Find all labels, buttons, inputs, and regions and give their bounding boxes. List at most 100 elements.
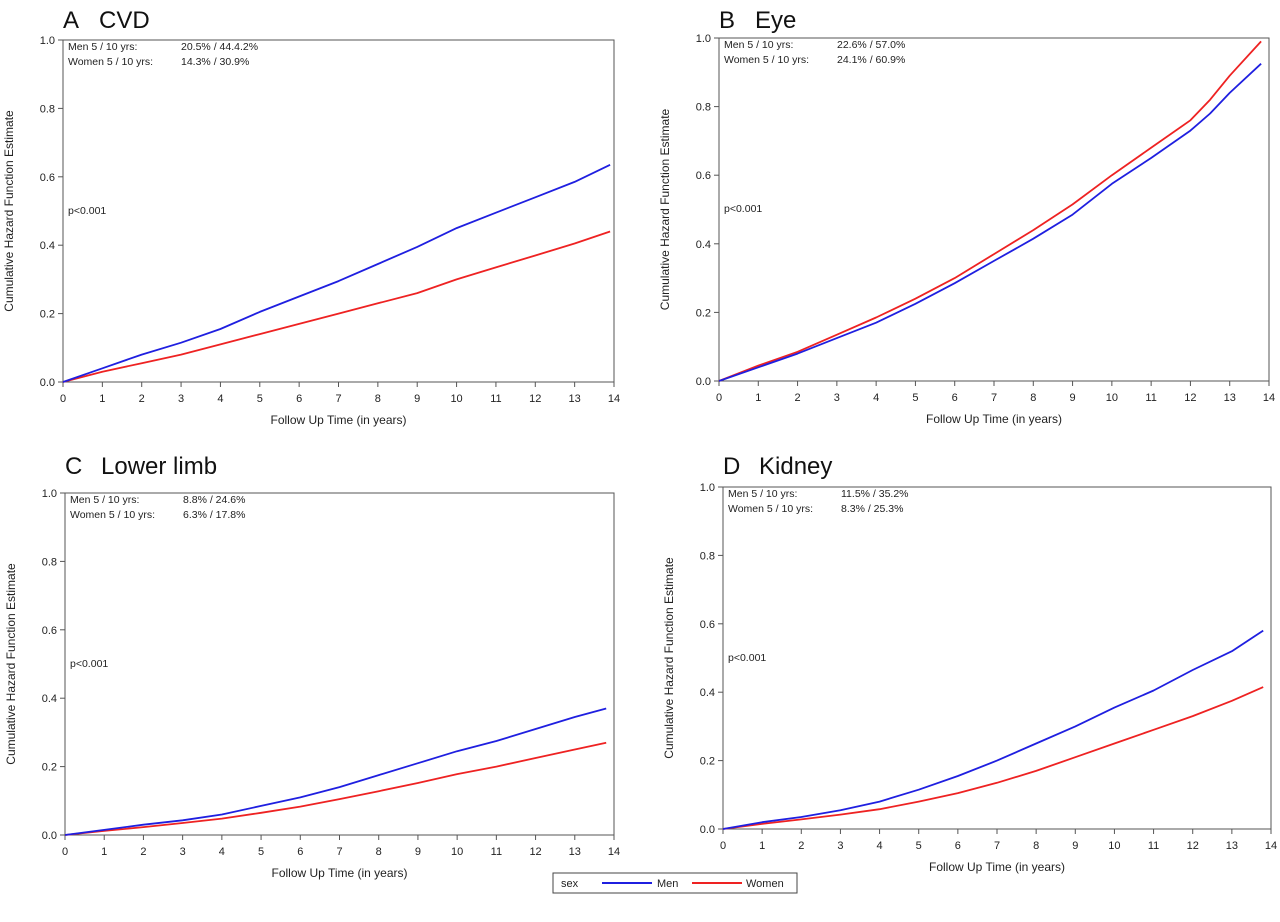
p-value: p<0.001 xyxy=(70,658,108,670)
legend-label-women: Women xyxy=(746,878,784,890)
plot-frame xyxy=(718,37,1270,382)
x-tick-label: 8 xyxy=(376,846,382,858)
x-tick-label: 3 xyxy=(834,392,840,404)
legend-title: sex xyxy=(561,878,579,890)
panel-title: Lower limb xyxy=(101,453,217,480)
y-tick-label: 0.0 xyxy=(42,830,57,842)
x-tick-label: 13 xyxy=(569,846,581,858)
x-tick-label: 7 xyxy=(336,846,342,858)
x-tick-label: 12 xyxy=(1187,840,1199,852)
x-tick-label: 11 xyxy=(1145,392,1156,404)
x-tick-label: 14 xyxy=(608,393,620,405)
men-rate-label: Men 5 / 10 yrs: xyxy=(68,41,137,53)
x-tick-label: 9 xyxy=(414,393,420,405)
x-axis-title: Follow Up Time (in years) xyxy=(929,860,1065,874)
series-line-men xyxy=(722,629,1264,830)
panel-label: D xyxy=(723,453,740,480)
x-tick-label: 0 xyxy=(60,393,66,405)
x-tick-label: 12 xyxy=(529,393,541,405)
y-axis-title: Cumulative Hazard Function Estimate xyxy=(2,110,16,312)
y-tick-label: 0.8 xyxy=(696,102,711,114)
x-tick-label: 2 xyxy=(798,840,804,852)
men-rate-label: Men 5 / 10 yrs: xyxy=(724,39,793,51)
x-tick-label: 12 xyxy=(529,846,541,858)
x-tick-label: 11 xyxy=(491,846,502,858)
p-value: p<0.001 xyxy=(724,203,762,215)
x-tick-label: 1 xyxy=(755,392,761,404)
y-tick-label: 0.4 xyxy=(42,693,57,705)
panel-title: CVD xyxy=(99,7,150,34)
x-tick-label: 2 xyxy=(795,392,801,404)
x-axis-title: Follow Up Time (in years) xyxy=(926,412,1062,426)
y-tick-label: 0.4 xyxy=(696,239,711,251)
y-tick-label: 0.0 xyxy=(40,377,55,389)
x-tick-label: 13 xyxy=(1224,392,1236,404)
x-tick-label: 12 xyxy=(1184,392,1196,404)
series-line-men xyxy=(718,63,1262,382)
legend-label-men: Men xyxy=(657,878,678,890)
women-rate-value: 6.3% / 17.8% xyxy=(183,509,245,521)
panel-label: C xyxy=(65,453,82,480)
y-tick-label: 1.0 xyxy=(696,33,711,45)
x-axis-title: Follow Up Time (in years) xyxy=(271,866,407,880)
p-value: p<0.001 xyxy=(728,652,766,664)
men-rate-value: 20.5% / 44.4.2% xyxy=(181,41,258,53)
y-tick-label: 1.0 xyxy=(42,488,57,500)
x-tick-label: 11 xyxy=(1148,840,1159,852)
panel-label: B xyxy=(719,7,735,34)
women-rate-value: 24.1% / 60.9% xyxy=(837,54,905,66)
women-rate-value: 8.3% / 25.3% xyxy=(841,503,903,515)
women-rate-label: Women 5 / 10 yrs: xyxy=(68,56,153,68)
x-tick-label: 8 xyxy=(375,393,381,405)
women-rate-label: Women 5 / 10 yrs: xyxy=(724,54,809,66)
x-tick-label: 7 xyxy=(991,392,997,404)
y-tick-label: 0.6 xyxy=(40,172,55,184)
legend: sex Men Women xyxy=(552,872,798,894)
x-tick-label: 7 xyxy=(994,840,1000,852)
x-tick-label: 13 xyxy=(1226,840,1238,852)
legend-box xyxy=(552,872,798,894)
x-tick-label: 0 xyxy=(720,840,726,852)
x-tick-label: 2 xyxy=(139,393,145,405)
men-rate-value: 11.5% / 35.2% xyxy=(841,488,909,500)
series-line-men xyxy=(64,707,607,836)
y-tick-label: 0.6 xyxy=(696,170,711,182)
panel-title: Eye xyxy=(755,7,796,34)
y-tick-label: 0.0 xyxy=(700,824,715,836)
y-tick-label: 0.0 xyxy=(696,376,711,388)
men-rate-value: 22.6% / 57.0% xyxy=(837,39,905,51)
y-tick-label: 0.4 xyxy=(40,240,55,252)
x-tick-label: 8 xyxy=(1033,840,1039,852)
x-tick-label: 1 xyxy=(101,846,107,858)
x-tick-label: 5 xyxy=(257,393,263,405)
y-tick-label: 0.2 xyxy=(40,309,55,321)
women-rate-value: 14.3% / 30.9% xyxy=(181,56,249,68)
y-tick-label: 1.0 xyxy=(40,35,55,47)
x-tick-label: 1 xyxy=(759,840,765,852)
x-tick-label: 10 xyxy=(450,393,462,405)
x-tick-label: 4 xyxy=(873,392,879,404)
x-tick-label: 11 xyxy=(490,393,501,405)
y-tick-label: 0.2 xyxy=(700,756,715,768)
panel-label: A xyxy=(63,7,79,34)
x-tick-label: 3 xyxy=(180,846,186,858)
x-tick-label: 14 xyxy=(608,846,620,858)
p-value: p<0.001 xyxy=(68,205,106,217)
x-tick-label: 10 xyxy=(1108,840,1120,852)
x-tick-label: 10 xyxy=(451,846,463,858)
y-tick-label: 0.2 xyxy=(42,762,57,774)
women-rate-label: Women 5 / 10 yrs: xyxy=(70,509,155,521)
x-tick-label: 14 xyxy=(1265,840,1277,852)
men-rate-label: Men 5 / 10 yrs: xyxy=(728,488,797,500)
series-line-women xyxy=(718,40,1262,382)
plot-frame xyxy=(64,492,615,836)
x-tick-label: 1 xyxy=(99,393,105,405)
y-tick-label: 0.6 xyxy=(42,625,57,637)
x-tick-label: 14 xyxy=(1263,392,1275,404)
